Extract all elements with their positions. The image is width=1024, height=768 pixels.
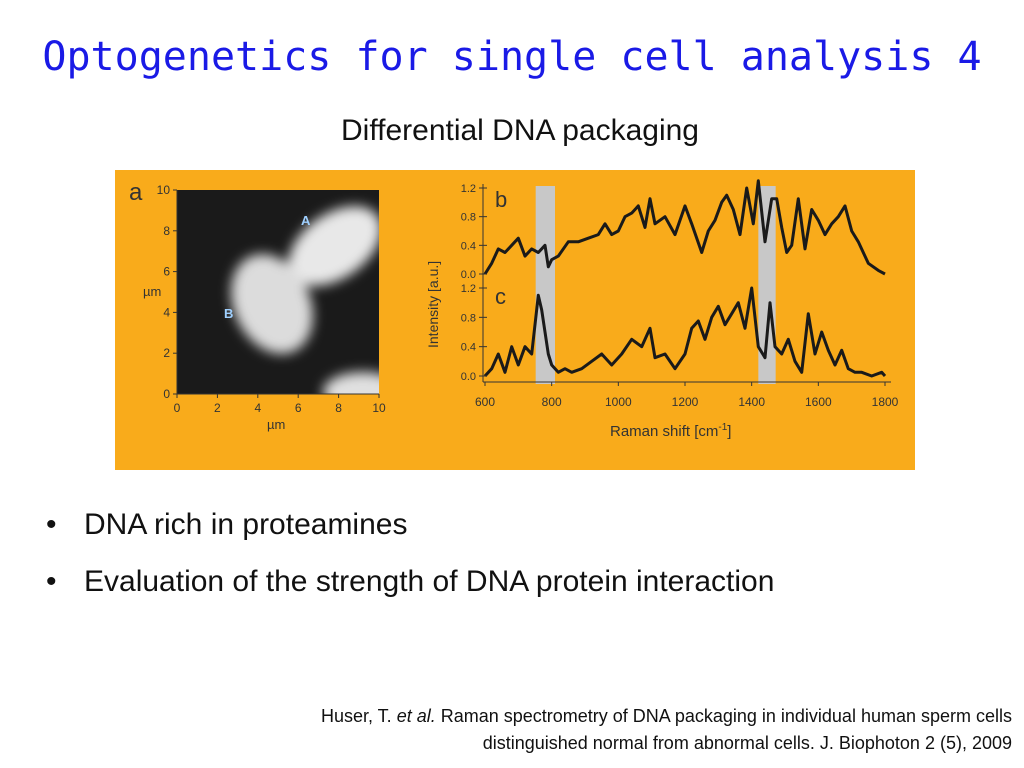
slide-title: Optogenetics for single cell analysis 4: [42, 34, 982, 80]
cell-b-label: B: [224, 306, 233, 321]
spectra-x-label-text: Raman shift [cm: [610, 423, 718, 440]
spectra-x-tick-label: 1600: [805, 395, 832, 409]
spectra-lines: [483, 179, 887, 378]
highlight-band: [758, 186, 776, 384]
spectra-x-label: Raman shift [cm-1]: [610, 422, 731, 440]
cell-a-label: A: [301, 213, 311, 228]
spectra-y-tick-label: 1.2: [461, 183, 476, 195]
cell-b: [231, 254, 313, 354]
panel-a-x-tick-label: 4: [254, 401, 261, 415]
panel-b-label: b: [495, 187, 507, 212]
spectra-x-tick-label: 800: [542, 395, 562, 409]
bullet-text: Evaluation of the strength of DNA protei…: [84, 565, 775, 598]
citation-etal: et al.: [396, 706, 436, 726]
slide-subtitle: Differential DNA packaging: [341, 114, 699, 147]
spectra-y-tick-label: 1.2: [461, 283, 476, 295]
spectrum-line: [483, 286, 887, 378]
panel-c-label: c: [495, 284, 506, 309]
citation-line2: distinguished normal from abnormal cells…: [482, 733, 1012, 753]
panel-a-y-tick-label: 2: [163, 346, 170, 360]
panel-a-x-tick-label: 10: [372, 401, 386, 415]
highlight-bands: [535, 186, 776, 384]
panel-a-x-tick-label: 8: [335, 401, 342, 415]
spectra-x-tick-label: 1400: [738, 395, 765, 409]
panel-a-y-tick-label: 6: [163, 265, 170, 279]
spectra-x-tick-label: 1800: [872, 395, 899, 409]
panel-a-axes: 10 8 6 4 2 00 2 4 6 8 10: [157, 183, 386, 415]
spectra-y-tick-label: 0.8: [461, 312, 476, 324]
spectra-x-label-sup: -1: [718, 422, 727, 433]
bullet-item: • Evaluation of the strength of DNA prote…: [46, 559, 866, 604]
raman-figure: a A B 10 8 6 4 2 0 0 2 4 6 8 10 µm µm 1.2 0.8 0.4 0.0 1…: [115, 170, 915, 470]
panel-a-y-unit: µm: [143, 284, 161, 299]
panel-a-image: A B: [177, 190, 379, 394]
bullet-text: DNA rich in proteamines: [84, 508, 408, 541]
cell-corner: [323, 372, 379, 394]
panel-a-label: a: [129, 179, 143, 206]
panel-a-y-tick-label: 0: [163, 387, 170, 401]
panel-a-x-unit: µm: [267, 417, 285, 432]
citation-line1: Raman spectrometry of DNA packaging in i…: [440, 706, 1012, 726]
citation-author: Huser, T.: [320, 706, 392, 726]
panel-a-y-tick-label: 8: [163, 224, 170, 238]
bullet-list: • DNA rich in proteamines • Evaluation of …: [46, 502, 866, 616]
spectra-x-tick-label: 1200: [672, 395, 699, 409]
panel-a-y-tick-label: 10: [157, 183, 171, 197]
cell-a: [288, 206, 379, 286]
spectra-axes: 1.2 0.8 0.4 0.0 1.2 0.8 0.4 0.0 600 800 1000 1200 14…: [461, 183, 899, 409]
panel-a-x-tick-label: 6: [295, 401, 302, 415]
spectra-x-label-end: ]: [727, 423, 731, 440]
spectra-y-tick-label: 0.0: [461, 269, 476, 281]
panel-a-y-tick-label: 4: [163, 305, 170, 319]
bullet-marker: •: [46, 508, 57, 541]
panel-a-x-tick-label: 0: [174, 401, 181, 415]
bullet-item: • DNA rich in proteamines: [46, 502, 866, 547]
spectra-y-tick-label: 0.4: [461, 240, 476, 252]
spectra-y-tick-label: 0.0: [461, 371, 476, 383]
spectra-y-tick-label: 0.4: [461, 342, 476, 354]
spectra-x-tick-label: 1000: [605, 395, 632, 409]
spectra-x-tick-label: 600: [475, 395, 495, 409]
citation: Huser, T. et al. Raman spectrometry of D…: [112, 703, 1012, 757]
bullet-marker: •: [46, 565, 57, 598]
spectrum-line: [483, 179, 886, 276]
panel-a-x-tick-label: 2: [214, 401, 221, 415]
highlight-band: [535, 186, 555, 384]
spectra-y-tick-label: 0.8: [461, 212, 476, 224]
spectra-y-label: Intensity [a.u.]: [425, 261, 441, 348]
